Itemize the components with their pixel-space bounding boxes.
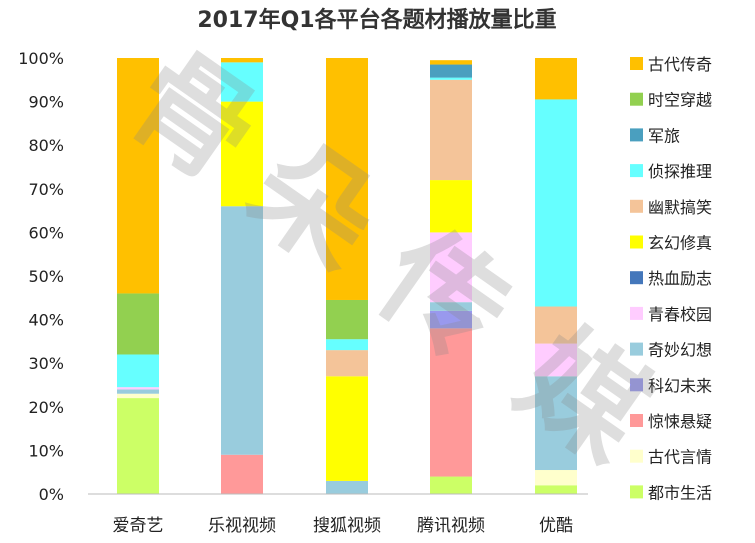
- bar-segment: [221, 58, 263, 63]
- legend-swatch: [630, 271, 643, 285]
- bar-segment: [430, 232, 472, 303]
- legend-swatch: [630, 199, 643, 213]
- x-category-label: 乐视视频: [208, 516, 276, 536]
- legend-label: 幽默搞笑: [648, 198, 712, 217]
- legend-swatch: [630, 306, 643, 320]
- bar-segment: [535, 306, 577, 344]
- bar-segment: [535, 376, 577, 471]
- bar-segment: [117, 398, 159, 494]
- legend-swatch: [630, 414, 643, 427]
- y-tick-labels: 0% 10% 20% 30% 40% 50% 60% 70% 80% 90% 100%: [18, 49, 64, 504]
- x-category-label: 爱奇艺: [113, 516, 164, 536]
- bar-segment: [221, 454, 263, 494]
- bar-segment: [221, 62, 263, 102]
- legend-swatch: [630, 57, 643, 70]
- y-tick-label: 70%: [28, 180, 64, 199]
- y-tick-label: 50%: [28, 267, 64, 286]
- bar-segment: [430, 79, 472, 181]
- bar-segment: [326, 480, 368, 494]
- legend-label: 古代传奇: [648, 55, 712, 74]
- x-category-label: 腾讯视频: [417, 516, 485, 536]
- legend-swatch: [630, 449, 643, 463]
- y-tick-label: 30%: [28, 354, 64, 373]
- bar-segment: [430, 60, 472, 65]
- y-tick-label: 40%: [28, 311, 64, 330]
- y-tick-label: 90%: [28, 93, 64, 112]
- legend-swatch: [630, 164, 643, 178]
- bars-layer: [117, 58, 577, 494]
- bar-segment: [430, 302, 472, 311]
- legend-swatch: [630, 235, 643, 249]
- legend-label: 惊悚悬疑: [648, 412, 712, 431]
- x-category-label: 搜狐视频: [313, 516, 381, 536]
- legend-label: 侦探推理: [648, 162, 712, 181]
- bar-segment: [117, 293, 159, 355]
- y-tick-label: 60%: [28, 223, 64, 242]
- legend-label: 古代言情: [648, 448, 712, 467]
- bar-segment: [117, 389, 159, 394]
- bar-segment: [535, 99, 577, 307]
- legend-label: 都市生活: [648, 483, 712, 502]
- bar-segment: [535, 470, 577, 486]
- legend-label: 军旅: [648, 126, 680, 145]
- legend-swatch: [630, 342, 643, 356]
- bar-segment: [326, 299, 368, 340]
- bar-segment: [535, 343, 577, 377]
- legend-swatch: [630, 128, 643, 142]
- y-tick-label: 10%: [28, 441, 64, 460]
- legend-swatch: [630, 485, 643, 499]
- bar-segment: [117, 387, 159, 390]
- bar-segment: [430, 64, 472, 78]
- y-tick-label: 80%: [28, 136, 64, 155]
- bar-segment: [430, 310, 472, 329]
- bar-segment: [326, 339, 368, 351]
- bar-segment: [430, 77, 472, 80]
- legend: 古代传奇时空穿越军旅侦探推理幽默搞笑玄幻修真热血励志青春校园奇妙幻想科幻未来惊悚…: [630, 55, 712, 502]
- bar-segment: [326, 350, 368, 377]
- legend-label: 青春校园: [648, 305, 712, 324]
- legend-label: 时空穿越: [648, 91, 712, 110]
- bar-segment: [535, 485, 577, 494]
- bar-segment: [326, 376, 368, 481]
- bar-segment: [117, 58, 159, 294]
- bar-segment: [535, 58, 577, 100]
- legend-label: 玄幻修真: [648, 234, 712, 253]
- legend-swatch: [630, 378, 643, 392]
- watermark-char: 媒: [494, 305, 673, 488]
- watermark-char: 传: [353, 205, 532, 388]
- legend-label: 科幻未来: [648, 376, 712, 395]
- legend-label: 奇妙幻想: [648, 341, 712, 360]
- bar-segment: [326, 58, 368, 300]
- bar-segment: [117, 354, 159, 388]
- bar-segment: [430, 328, 472, 477]
- legend-label: 热血励志: [648, 269, 712, 288]
- y-tick-label: 20%: [28, 398, 64, 417]
- x-category-labels: 爱奇艺 乐视视频 搜狐视频 腾讯视频 优酷: [113, 516, 574, 536]
- bar-segment: [117, 393, 159, 399]
- chart-title: 2017年Q1各平台各题材播放量比重: [197, 7, 556, 33]
- y-tick-label: 0%: [39, 485, 64, 504]
- bar-segment: [221, 206, 263, 455]
- y-tick-label: 100%: [18, 49, 64, 68]
- bar-segment: [430, 476, 472, 494]
- legend-swatch: [630, 92, 643, 106]
- x-category-label: 优酷: [539, 516, 573, 536]
- bar-segment: [221, 101, 263, 207]
- bar-segment: [430, 180, 472, 233]
